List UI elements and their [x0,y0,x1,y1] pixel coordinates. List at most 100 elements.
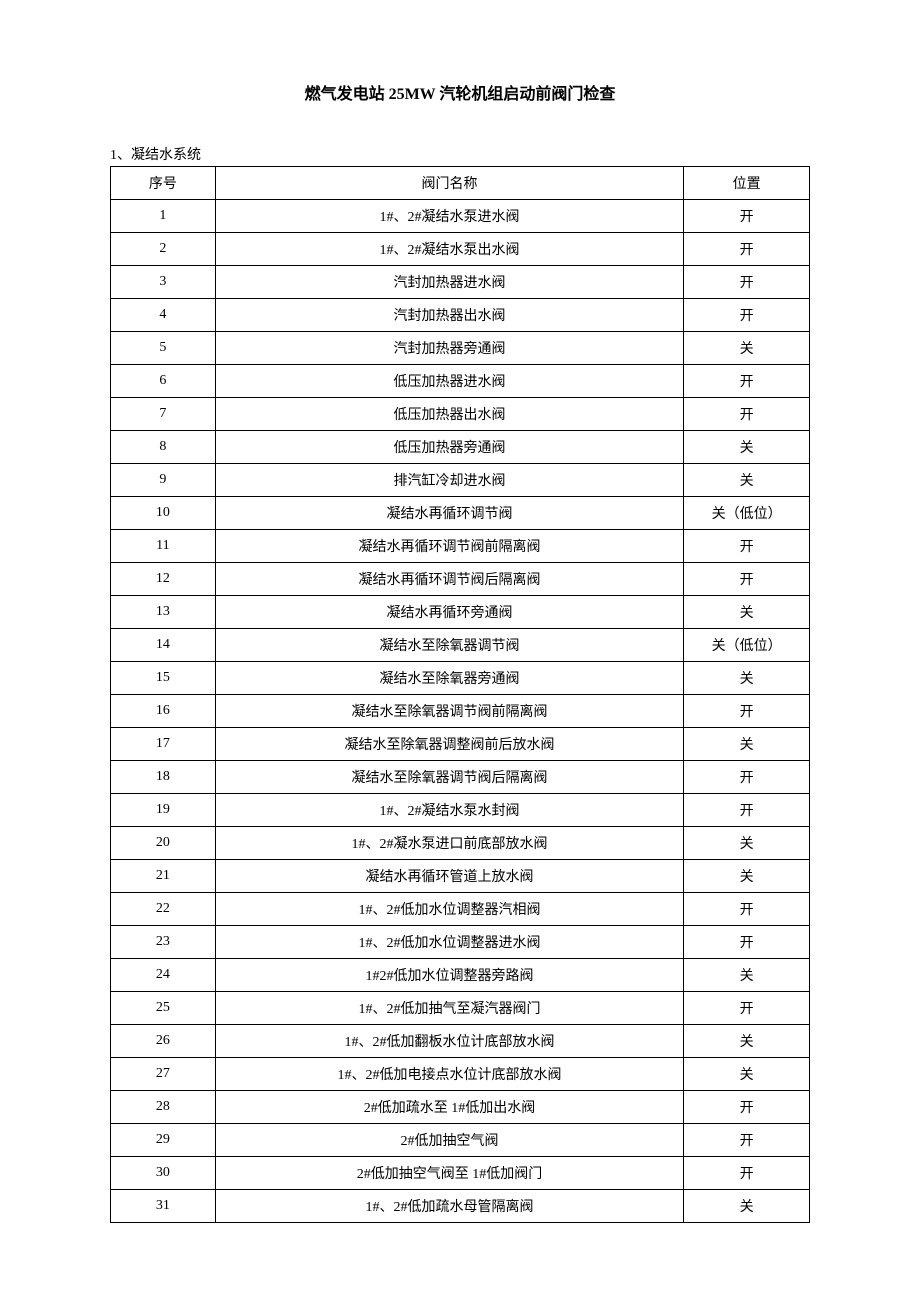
cell-name: 汽封加热器出水阀 [215,299,683,332]
cell-seq: 20 [111,827,216,860]
cell-seq: 2 [111,233,216,266]
table-row: 21凝结水再循环管道上放水阀关 [111,860,810,893]
cell-name: 1#、2#低加水位调整器汽相阀 [215,893,683,926]
cell-seq: 19 [111,794,216,827]
header-seq: 序号 [111,167,216,200]
cell-pos: 开 [684,398,810,431]
cell-pos: 开 [684,992,810,1025]
cell-seq: 13 [111,596,216,629]
table-row: 16凝结水至除氧器调节阀前隔离阀开 [111,695,810,728]
cell-seq: 6 [111,365,216,398]
cell-seq: 10 [111,497,216,530]
cell-seq: 24 [111,959,216,992]
table-row: 7低压加热器出水阀开 [111,398,810,431]
cell-seq: 4 [111,299,216,332]
cell-name: 汽封加热器旁通阀 [215,332,683,365]
cell-seq: 28 [111,1091,216,1124]
cell-seq: 9 [111,464,216,497]
cell-seq: 27 [111,1058,216,1091]
table-row: 191#、2#凝结水泵水封阀开 [111,794,810,827]
cell-seq: 7 [111,398,216,431]
cell-name: 凝结水至除氧器调节阀 [215,629,683,662]
cell-pos: 开 [684,563,810,596]
cell-pos: 开 [684,926,810,959]
page-title: 燃气发电站 25MW 汽轮机组启动前阀门检查 [110,80,810,104]
cell-name: 1#、2#低加疏水母管隔离阀 [215,1190,683,1223]
cell-pos: 关 [684,431,810,464]
table-row: 201#、2#凝水泵进口前底部放水阀关 [111,827,810,860]
cell-seq: 3 [111,266,216,299]
table-row: 221#、2#低加水位调整器汽相阀开 [111,893,810,926]
cell-seq: 15 [111,662,216,695]
table-row: 21#、2#凝结水泵出水阀开 [111,233,810,266]
valve-table: 序号 阀门名称 位置 11#、2#凝结水泵进水阀开21#、2#凝结水泵出水阀开3… [110,166,810,1223]
cell-pos: 关 [684,332,810,365]
cell-name: 凝结水至除氧器调节阀前隔离阀 [215,695,683,728]
cell-pos: 开 [684,299,810,332]
table-row: 11#、2#凝结水泵进水阀开 [111,200,810,233]
cell-name: 凝结水再循环调节阀前隔离阀 [215,530,683,563]
table-row: 9排汽缸冷却进水阀关 [111,464,810,497]
cell-name: 凝结水再循环旁通阀 [215,596,683,629]
table-row: 6低压加热器进水阀开 [111,365,810,398]
cell-name: 1#2#低加水位调整器旁路阀 [215,959,683,992]
table-row: 241#2#低加水位调整器旁路阀关 [111,959,810,992]
cell-seq: 8 [111,431,216,464]
cell-name: 2#低加疏水至 1#低加出水阀 [215,1091,683,1124]
table-row: 11凝结水再循环调节阀前隔离阀开 [111,530,810,563]
cell-name: 凝结水再循环管道上放水阀 [215,860,683,893]
cell-name: 汽封加热器进水阀 [215,266,683,299]
cell-pos: 开 [684,1091,810,1124]
cell-pos: 关（低位） [684,629,810,662]
cell-name: 1#、2#低加抽气至凝汽器阀门 [215,992,683,1025]
cell-name: 低压加热器进水阀 [215,365,683,398]
cell-pos: 开 [684,530,810,563]
table-row: 231#、2#低加水位调整器进水阀开 [111,926,810,959]
cell-pos: 开 [684,266,810,299]
table-row: 3汽封加热器进水阀开 [111,266,810,299]
cell-seq: 29 [111,1124,216,1157]
cell-pos: 开 [684,794,810,827]
cell-name: 凝结水再循环调节阀后隔离阀 [215,563,683,596]
section-header: 1、凝结水系统 [110,144,810,164]
table-row: 292#低加抽空气阀开 [111,1124,810,1157]
header-pos: 位置 [684,167,810,200]
cell-seq: 18 [111,761,216,794]
cell-name: 凝结水至除氧器旁通阀 [215,662,683,695]
cell-pos: 关（低位） [684,497,810,530]
cell-pos: 关 [684,662,810,695]
table-row: 14凝结水至除氧器调节阀关（低位） [111,629,810,662]
table-row: 10凝结水再循环调节阀关（低位） [111,497,810,530]
table-row: 15凝结水至除氧器旁通阀关 [111,662,810,695]
cell-pos: 开 [684,1157,810,1190]
cell-name: 1#、2#低加水位调整器进水阀 [215,926,683,959]
table-row: 5汽封加热器旁通阀关 [111,332,810,365]
cell-seq: 12 [111,563,216,596]
cell-pos: 关 [684,464,810,497]
table-row: 12凝结水再循环调节阀后隔离阀开 [111,563,810,596]
cell-name: 1#、2#凝水泵进口前底部放水阀 [215,827,683,860]
cell-seq: 30 [111,1157,216,1190]
cell-name: 凝结水再循环调节阀 [215,497,683,530]
cell-name: 1#、2#低加电接点水位计底部放水阀 [215,1058,683,1091]
cell-pos: 开 [684,893,810,926]
cell-seq: 26 [111,1025,216,1058]
table-row: 282#低加疏水至 1#低加出水阀开 [111,1091,810,1124]
table-row: 271#、2#低加电接点水位计底部放水阀关 [111,1058,810,1091]
cell-pos: 关 [684,860,810,893]
cell-seq: 23 [111,926,216,959]
cell-pos: 关 [684,728,810,761]
table-row: 18凝结水至除氧器调节阀后隔离阀开 [111,761,810,794]
cell-pos: 开 [684,695,810,728]
cell-pos: 关 [684,959,810,992]
cell-pos: 开 [684,233,810,266]
table-row: 13凝结水再循环旁通阀关 [111,596,810,629]
cell-seq: 21 [111,860,216,893]
cell-pos: 开 [684,200,810,233]
cell-seq: 11 [111,530,216,563]
cell-seq: 17 [111,728,216,761]
cell-pos: 开 [684,365,810,398]
cell-name: 凝结水至除氧器调节阀后隔离阀 [215,761,683,794]
cell-name: 低压加热器出水阀 [215,398,683,431]
table-row: 4汽封加热器出水阀开 [111,299,810,332]
